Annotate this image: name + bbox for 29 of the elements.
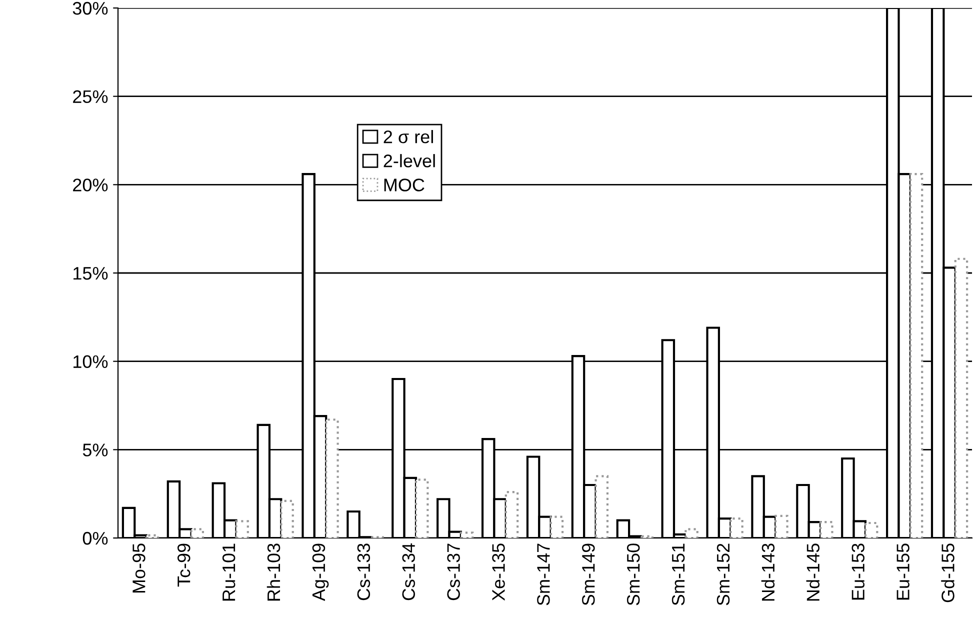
x-tick-label: Cs-134 [402,543,416,600]
x-tick-label: Cs-133 [357,544,370,600]
x-tick-label: Nd-143 [761,544,775,601]
y-tick-label: 0% [82,532,108,545]
legend-label: 2-level [384,154,435,168]
x-tick-label: Sm-150 [626,544,640,606]
x-tick-label: Sm-151 [672,544,685,606]
y-tick-label: 30% [72,2,108,15]
y-tick-label: 5% [82,444,108,456]
x-tick-label: Nd-145 [806,544,820,601]
y-tick-label: 20% [73,178,108,192]
x-tick-label: Gd-155 [941,544,954,602]
x-tick-label: Rh-103 [266,544,280,601]
x-tick-label: Xe-135 [492,544,505,601]
x-tick-label: Ru-101 [222,544,236,601]
x-tick-label: Eu-153 [852,544,864,600]
x-tick-label: Sm-149 [582,544,595,606]
y-tick-label: 25% [73,90,108,104]
x-tick-label: Ag-109 [312,544,329,602]
legend-label: 2 σ rel [384,130,433,144]
x-tick-label: Cs-137 [447,544,460,600]
y-tick-label: 15% [74,267,108,280]
x-tick-label: Sm-152 [716,544,730,606]
x-tick-label: Tc-99 [177,544,190,587]
x-tick-label: Sm-147 [537,544,550,606]
x-tick-label: Mo-95 [132,544,146,593]
y-tick-label: 10% [74,355,108,368]
legend-label: MOC [384,178,424,192]
x-tick-label: Eu-155 [896,544,910,600]
